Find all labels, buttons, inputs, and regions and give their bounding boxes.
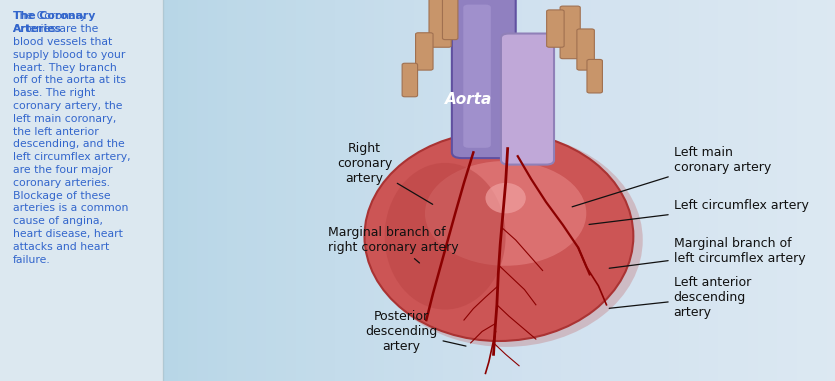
FancyBboxPatch shape bbox=[501, 34, 554, 165]
Text: Left anterior
descending
artery: Left anterior descending artery bbox=[610, 276, 751, 319]
Ellipse shape bbox=[425, 161, 586, 266]
FancyBboxPatch shape bbox=[577, 29, 595, 70]
Text: Marginal branch of
left circumflex artery: Marginal branch of left circumflex arter… bbox=[610, 237, 805, 268]
Text: Right
coronary
artery: Right coronary artery bbox=[337, 142, 433, 204]
FancyBboxPatch shape bbox=[560, 6, 580, 59]
Text: Aorta: Aorta bbox=[445, 91, 493, 107]
Ellipse shape bbox=[364, 131, 634, 341]
Text: Marginal branch of
right coronary artery: Marginal branch of right coronary artery bbox=[327, 226, 458, 263]
Text: The Coronary
Arteries: The Coronary Arteries bbox=[13, 11, 95, 34]
Ellipse shape bbox=[368, 133, 643, 347]
FancyBboxPatch shape bbox=[587, 59, 602, 93]
FancyBboxPatch shape bbox=[416, 33, 433, 70]
FancyBboxPatch shape bbox=[452, 0, 516, 158]
FancyBboxPatch shape bbox=[547, 10, 564, 47]
Text: Left main
coronary artery: Left main coronary artery bbox=[572, 146, 771, 207]
FancyBboxPatch shape bbox=[443, 0, 458, 40]
Ellipse shape bbox=[485, 183, 526, 213]
Text: Left circumflex artery: Left circumflex artery bbox=[589, 199, 808, 224]
FancyBboxPatch shape bbox=[463, 5, 491, 148]
Ellipse shape bbox=[385, 163, 506, 309]
Text: Posterior
descending
artery: Posterior descending artery bbox=[366, 310, 466, 353]
Text: The Coronary
Arteries are the
blood vessels that
supply blood to your
heart. The: The Coronary Arteries are the blood vess… bbox=[13, 11, 130, 265]
FancyBboxPatch shape bbox=[429, 0, 451, 47]
FancyBboxPatch shape bbox=[402, 63, 418, 97]
